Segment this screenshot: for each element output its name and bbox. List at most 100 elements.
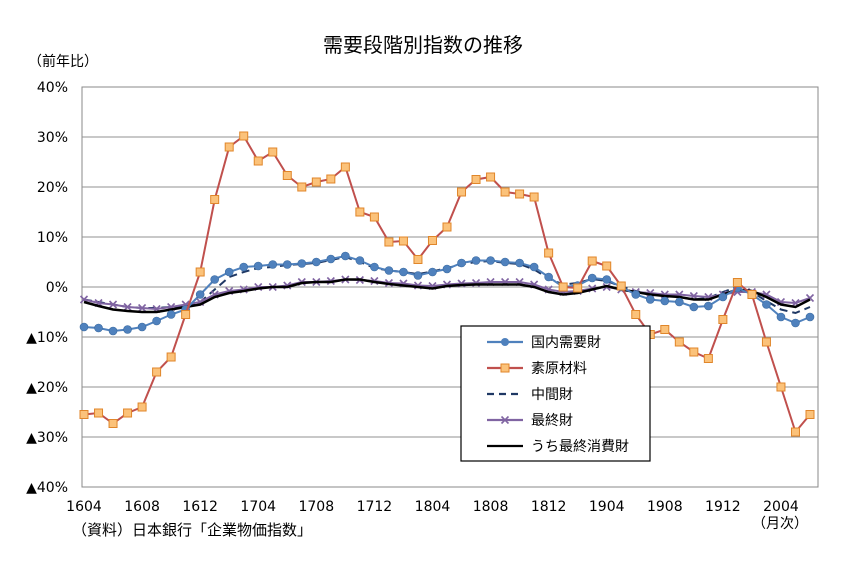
- data-point: [471, 256, 481, 265]
- data-point: [297, 259, 307, 268]
- data-point: [181, 310, 191, 319]
- legend-marker: [500, 363, 510, 373]
- data-point: [282, 171, 292, 180]
- y-tick-label: ▲30%: [26, 430, 68, 446]
- y-tick-label: ▲10%: [26, 330, 68, 346]
- x-tick-label: 1708: [298, 499, 334, 515]
- data-point: [195, 267, 205, 277]
- data-point: [805, 312, 815, 322]
- x-tick-label: 1804: [415, 499, 451, 515]
- data-point: [268, 147, 278, 157]
- y-tick-label: 20%: [37, 180, 68, 196]
- data-point: [732, 278, 742, 287]
- data-point: [718, 292, 728, 302]
- legend-label: 最終財: [531, 413, 573, 429]
- data-point: [123, 302, 132, 312]
- data-point: [137, 402, 147, 412]
- data-point: [355, 207, 365, 217]
- data-point: [123, 325, 132, 334]
- data-point: [689, 302, 699, 312]
- legend-item: 国内需要財: [487, 335, 601, 351]
- data-point: [762, 300, 771, 309]
- data-point: [660, 325, 670, 334]
- legend-label: 素原材料: [531, 361, 587, 377]
- chart-title: 需要段階別指数の推移: [323, 33, 523, 57]
- data-point: [529, 262, 539, 272]
- data-point: [195, 290, 205, 299]
- series-4: [83, 278, 811, 314]
- data-point: [486, 172, 496, 182]
- y-tick-label: ▲40%: [26, 480, 68, 496]
- legend-label: 国内需要財: [531, 335, 601, 351]
- data-point: [500, 187, 510, 197]
- series-1: [79, 131, 815, 437]
- data-point: [602, 261, 612, 271]
- data-point: [341, 251, 350, 261]
- y-tick-labels: 40% 30% 20% 10% 0% ▲10% ▲20% ▲30% ▲40%: [26, 80, 68, 496]
- data-point: [776, 312, 786, 322]
- data-point: [442, 264, 452, 274]
- data-point: [384, 237, 394, 247]
- data-point: [398, 236, 408, 246]
- data-point: [457, 258, 466, 268]
- data-point: [108, 326, 118, 336]
- data-point: [500, 257, 510, 267]
- data-point: [253, 261, 263, 271]
- data-point: [776, 382, 786, 392]
- x-tick-label: 1604: [66, 499, 102, 515]
- data-point: [616, 281, 626, 291]
- x-tick-label: 1612: [182, 499, 218, 515]
- data-point: [704, 301, 713, 311]
- series-line: [83, 278, 811, 314]
- data-point: [791, 318, 800, 328]
- legend-item: 素原材料: [487, 361, 587, 377]
- data-point: [427, 236, 437, 245]
- y-tick-label: 0%: [46, 280, 68, 296]
- data-point: [152, 316, 161, 326]
- data-point: [166, 310, 176, 319]
- y-axis-label: （前年比）: [28, 53, 98, 70]
- data-point: [573, 283, 583, 293]
- legend-marker: [501, 338, 509, 346]
- data-point: [718, 315, 728, 324]
- data-point: [413, 255, 423, 264]
- data-point: [587, 256, 597, 266]
- gridlines: [82, 136, 818, 438]
- data-point: [558, 282, 568, 292]
- x-tick-label: 1704: [240, 499, 276, 515]
- data-point: [747, 290, 757, 299]
- data-point: [761, 337, 771, 347]
- data-point: [486, 256, 495, 265]
- legend-item: うち最終消費財: [487, 439, 629, 455]
- x-tick-label: 1608: [124, 499, 160, 515]
- data-point: [268, 260, 278, 269]
- x-tick-label: 1904: [589, 499, 625, 515]
- data-point: [166, 352, 176, 362]
- data-point: [138, 303, 147, 313]
- data-point: [471, 175, 481, 184]
- data-point: [253, 156, 263, 166]
- data-point: [428, 267, 437, 277]
- source-note: （資料）日本銀行「企業物価指数」: [72, 521, 312, 539]
- y-tick-label: 10%: [37, 230, 68, 246]
- data-point: [703, 354, 713, 363]
- data-point: [224, 267, 234, 277]
- data-point: [674, 337, 684, 347]
- series-group: [79, 131, 815, 437]
- data-point: [660, 296, 670, 306]
- legend-marker: [500, 415, 510, 425]
- data-point: [587, 273, 597, 283]
- data-point: [340, 162, 350, 172]
- legend-item: 最終財: [487, 413, 573, 429]
- legend-item: 中間財: [487, 387, 573, 403]
- data-point: [239, 262, 249, 272]
- x-tick-label: 1812: [531, 499, 567, 515]
- data-point: [137, 322, 147, 332]
- y-tick-label: ▲20%: [26, 380, 68, 396]
- data-point: [602, 275, 612, 284]
- data-point: [515, 258, 524, 268]
- x-tick-label: 1908: [647, 499, 683, 515]
- legend-label: うち最終消費財: [531, 439, 629, 455]
- data-point: [631, 310, 641, 319]
